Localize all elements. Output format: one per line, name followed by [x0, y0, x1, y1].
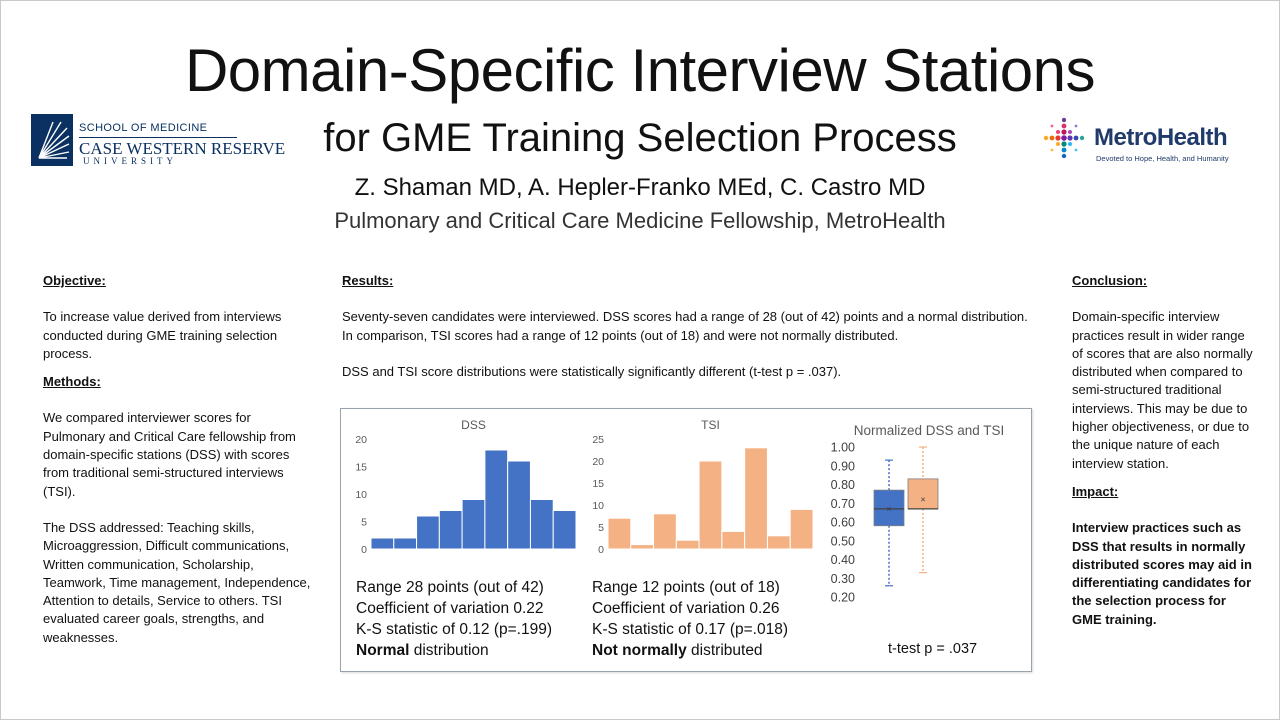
metrohealth-tagline: Devoted to Hope, Health, and Humanity [1096, 154, 1229, 163]
tsi-cv: Coefficient of variation 0.26 [592, 600, 780, 617]
objective-text: To increase value derived from interview… [43, 309, 282, 361]
results-significance: DSS and TSI score distributions were sta… [342, 363, 842, 379]
dss-range: Range 28 points (out of 42) [356, 579, 544, 596]
dss-ytick-label: 20 [355, 434, 367, 446]
dss-ks: K-S statistic of 0.12 (p=.199) [356, 621, 552, 638]
authors: Z. Shaman MD, A. Hepler-Franko MEd, C. C… [354, 174, 926, 201]
dss-ytick-label: 0 [361, 544, 367, 556]
tsi-ytick-label: 25 [592, 434, 604, 446]
cwru-name: CASE WESTERN RESERVE [79, 139, 286, 158]
tsi-bar [698, 460, 723, 550]
cwru-shield-icon [31, 114, 73, 166]
cwru-logo: SCHOOL OF MEDICINE CASE WESTERN RESERVE … [31, 114, 285, 168]
tsi-ytick-label: 20 [592, 456, 604, 468]
cwru-university: UNIVERSITY [83, 156, 177, 166]
dss-bar [507, 460, 531, 550]
charts-canvas: DSS 0 5 10 15 20 TSI 0 5 10 15 20 25 Normalized DSS a… [355, 418, 1005, 605]
dss-bar [461, 499, 486, 550]
results-text: Seventy-seven candidates were interviewe… [342, 309, 1028, 343]
tsi-ytick-label: 0 [598, 544, 604, 556]
box-ytick-label: 0.80 [831, 478, 855, 492]
tsi-ks: K-S statistic of 0.17 (p=.018) [592, 621, 788, 638]
dss-stats: Range 28 points (out of 42) Coefficient … [356, 577, 552, 661]
methods-dss-text: The DSS addressed: Teaching skills, Micr… [43, 519, 311, 645]
dss-bar [529, 499, 554, 550]
box-ytick-label: 0.90 [831, 459, 855, 473]
tsi-bar [789, 508, 814, 550]
ttest-label: t-test p = .037 [888, 641, 978, 657]
box-ytick-label: 0.40 [831, 553, 855, 567]
dss-chart-title: DSS [461, 418, 486, 432]
tsi-bar [653, 513, 677, 550]
tsi-distribution: Not normally distributed [592, 640, 788, 661]
left-column: Objective: To increase value derived fro… [43, 272, 311, 647]
box-ytick-label: 0.30 [831, 572, 855, 586]
tsi-distribution-bold: Not normally [592, 642, 687, 659]
tsi-bar [744, 447, 768, 550]
dss-box [873, 489, 905, 527]
dss-distribution-rest: distribution [409, 642, 489, 659]
affiliation: Pulmonary and Critical Care Medicine Fel… [334, 208, 946, 233]
tsi-mean-marker: × [920, 495, 925, 505]
tsi-ytick-label: 5 [598, 522, 604, 534]
poster-title: Domain-Specific Interview Stations [184, 37, 1096, 104]
metrohealth-name: MetroHealth [1094, 124, 1228, 151]
dss-bar [552, 510, 577, 550]
metrohealth-logo: MetroHealth Devoted to Hope, Health, and… [1040, 114, 1255, 170]
tsi-range: Range 12 points (out of 18) [592, 579, 780, 596]
right-column: Conclusion: Domain-specific interview pr… [1072, 272, 1257, 629]
tsi-chart-title: TSI [701, 418, 720, 432]
methods-heading: Methods: [43, 374, 101, 390]
tsi-ytick-label: 10 [592, 500, 604, 512]
box-ytick-label: 0.70 [831, 497, 855, 511]
impact-heading: Impact: [1072, 483, 1119, 499]
dss-bar [416, 515, 440, 550]
dss-distribution-bold: Normal [356, 642, 410, 659]
tsi-stats: Range 12 points (out of 18) Coefficient … [592, 577, 788, 661]
dss-ytick-label: 15 [355, 462, 367, 474]
conclusion-heading: Conclusion: [1072, 273, 1148, 288]
box-ytick-label: 0.50 [831, 534, 855, 548]
tsi-distribution-rest: distributed [686, 642, 763, 659]
dss-cv: Coefficient of variation 0.22 [356, 600, 544, 617]
tsi-bar [766, 535, 791, 550]
dss-bar [370, 537, 395, 550]
metrohealth-cross-icon [1043, 117, 1085, 159]
dss-mean-marker: × [886, 504, 891, 514]
dss-bar [438, 510, 463, 550]
dss-bar [484, 449, 509, 550]
methods-text: We compared interviewer scores for Pulmo… [43, 410, 296, 499]
tsi-bar [630, 544, 655, 550]
tsi-bar [675, 539, 700, 550]
tsi-bar [721, 530, 746, 550]
impact-text: Interview practices such as DSS that res… [1072, 520, 1252, 627]
cwru-school-label: SCHOOL OF MEDICINE [79, 122, 208, 134]
tsi-ytick-label: 15 [592, 478, 604, 490]
results-heading: Results: [342, 273, 394, 288]
poster-subtitle: for GME Training Selection Process [323, 116, 957, 160]
results-figure: DSS 0 5 10 15 20 TSI 0 5 10 15 20 25 Normalized DSS a… [340, 408, 1032, 672]
dss-bar [393, 537, 418, 550]
box-ytick-label: 1.00 [831, 441, 855, 455]
tsi-bar [607, 517, 632, 550]
dss-ytick-label: 10 [355, 489, 367, 501]
objective-heading: Objective: [43, 273, 106, 288]
box-ytick-label: 0.20 [831, 591, 855, 605]
dss-ytick-label: 5 [361, 517, 367, 529]
dss-distribution: Normal distribution [356, 640, 552, 661]
results-section: Results: Seventy-seven candidates were i… [342, 272, 1032, 381]
conclusion-text: Domain-specific interview practices resu… [1072, 309, 1253, 471]
box-chart-title: Normalized DSS and TSI [854, 423, 1005, 438]
box-ytick-label: 0.60 [831, 516, 855, 530]
cwru-divider [79, 137, 237, 138]
